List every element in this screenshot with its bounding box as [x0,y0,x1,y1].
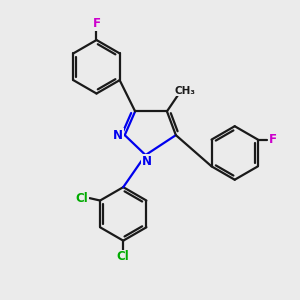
Text: N: N [113,129,123,142]
Text: CH₃: CH₃ [174,85,195,96]
Text: F: F [269,133,277,146]
Text: N: N [142,155,152,168]
Text: Cl: Cl [75,192,88,205]
Text: Cl: Cl [117,250,130,263]
Text: F: F [92,17,101,30]
